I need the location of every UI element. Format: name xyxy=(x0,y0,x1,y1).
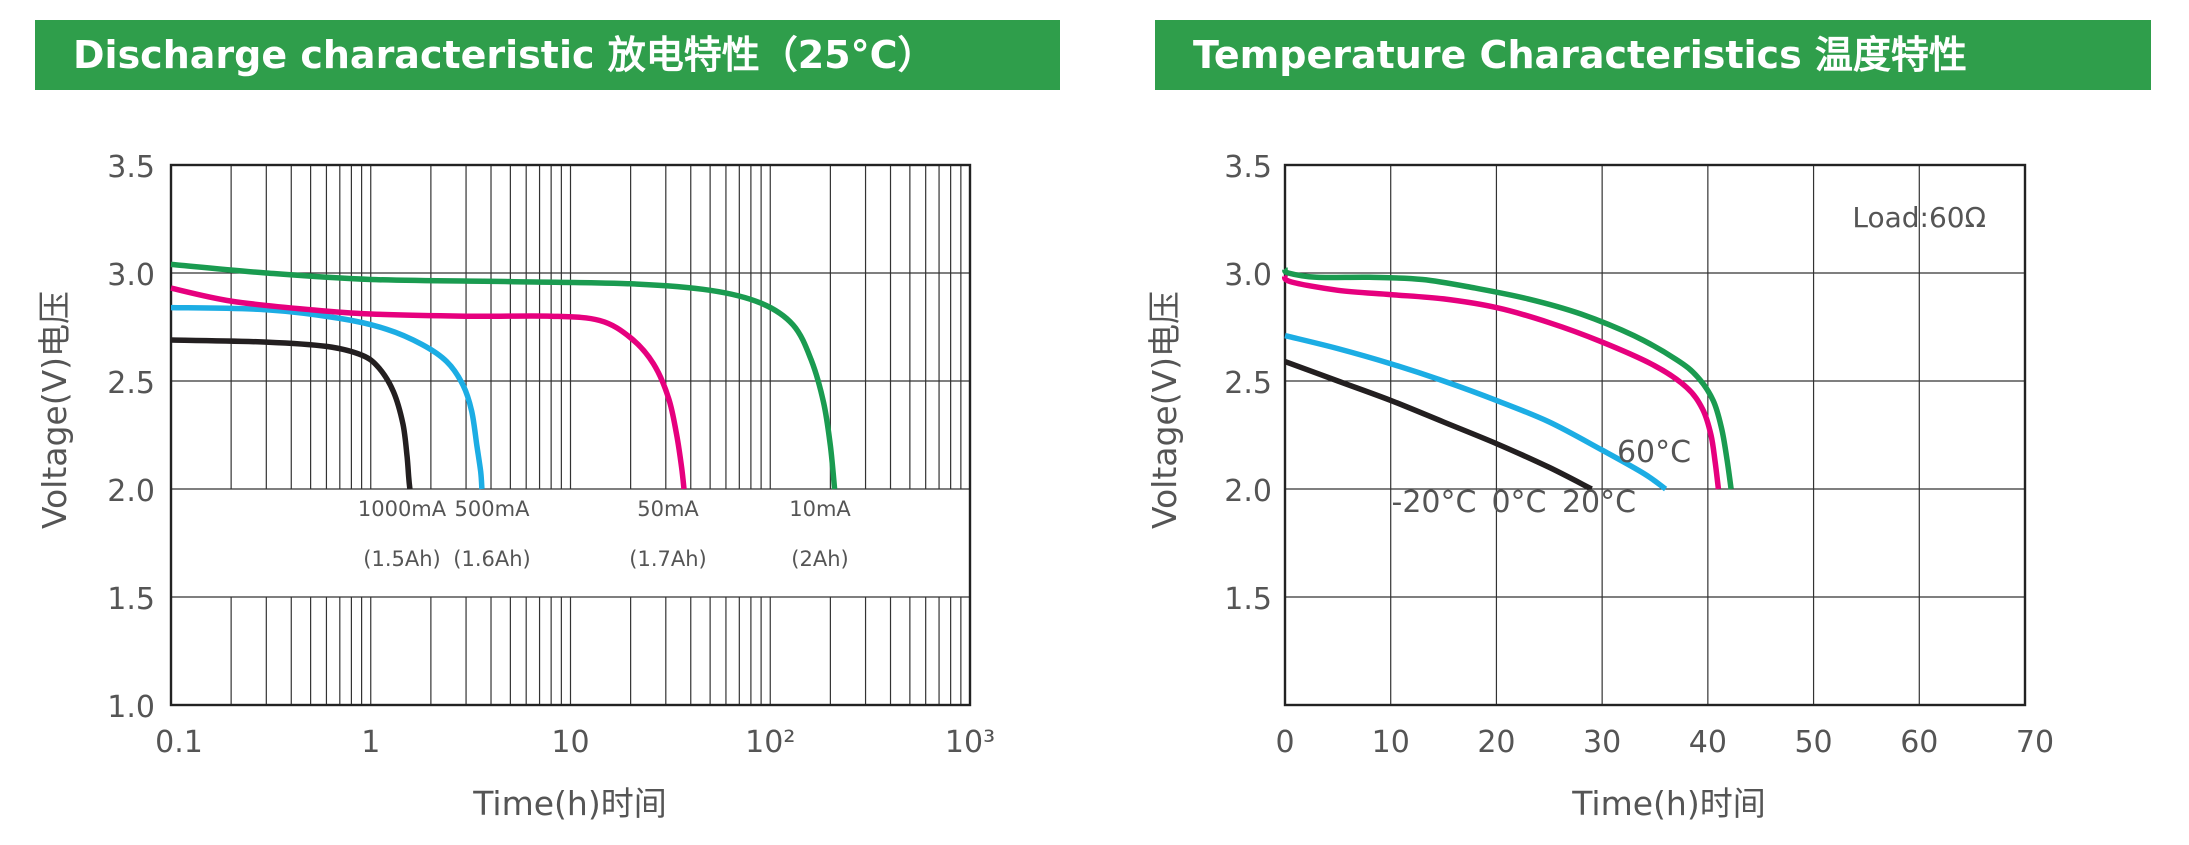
x-tick-label: 30 xyxy=(1583,725,1621,760)
plot-frame xyxy=(1283,163,2027,707)
y-tick-label: 2.5 xyxy=(1224,366,1272,401)
x-tick-label: 10³ xyxy=(945,725,995,760)
y-tick-label: 3.5 xyxy=(107,150,155,185)
discharge-panel: Discharge characteristic 放电特性（25°C） 1.0 1… xyxy=(0,0,1094,845)
series-line-10ma xyxy=(170,261,838,490)
temperature-chart: 1.5 2.0 2.5 3.0 3.5 0 10 20 30 40 50 60 70 Time(h)时间 V… xyxy=(1145,150,2054,823)
series-label: 60°C xyxy=(1617,435,1691,470)
series-label: 1000mA xyxy=(358,497,447,521)
series-line-3 xyxy=(1282,267,1734,490)
y-tick-label: 2.0 xyxy=(107,474,155,509)
series-capacity-label: (2Ah) xyxy=(791,547,848,571)
series-label: 10mA xyxy=(789,497,851,521)
series-label: 20°C xyxy=(1562,485,1636,520)
y-tick-label: 3.0 xyxy=(1224,258,1272,293)
x-tick-label: 60 xyxy=(1900,725,1938,760)
series-capacity-label: (1.7Ah) xyxy=(629,547,706,571)
y-axis-title: Voltage(V)电压 xyxy=(35,291,74,529)
y-tick-label: 2.5 xyxy=(107,366,155,401)
x-axis-title: Time(h)时间 xyxy=(472,784,666,823)
series-line-0 xyxy=(1284,359,1593,492)
x-tick-label: 10 xyxy=(1372,725,1410,760)
temperature-panel: Temperature Characteristics 温度特性 1.5 2.0 2… xyxy=(1094,0,2189,845)
discharge-chart: 1.0 1.5 2.0 2.5 3.0 3.5 0.1 1 10 10² 10³ Time(h)时间 V… xyxy=(35,150,995,823)
x-tick-label: 1 xyxy=(361,725,380,760)
series-label: 500mA xyxy=(455,497,531,521)
series-line-500ma xyxy=(170,304,485,490)
y-axis-title: Voltage(V)电压 xyxy=(1145,291,1184,529)
series-line-2 xyxy=(1281,273,1722,490)
x-tick-label: 0 xyxy=(1275,725,1294,760)
temperature-title-banner: Temperature Characteristics 温度特性 xyxy=(1155,20,2151,90)
discharge-title-banner: Discharge characteristic 放电特性（25°C） xyxy=(35,20,1060,90)
x-tick-label: 10² xyxy=(745,725,795,760)
series-label: -20°C xyxy=(1392,485,1477,520)
x-tick-label: 20 xyxy=(1477,725,1515,760)
load-annotation: Load:60Ω xyxy=(1852,201,1986,234)
series-capacity-label: (1.6Ah) xyxy=(453,547,530,571)
y-tick-label: 1.0 xyxy=(107,690,155,725)
series-line-50ma xyxy=(170,285,687,490)
series-line-1 xyxy=(1284,332,1668,492)
y-tick-label: 3.5 xyxy=(1224,150,1272,185)
y-tick-label: 1.5 xyxy=(1224,582,1272,617)
x-tick-label: 40 xyxy=(1689,725,1727,760)
x-tick-label: 10 xyxy=(551,725,589,760)
series-capacity-label: (1.5Ah) xyxy=(363,547,440,571)
y-tick-label: 3.0 xyxy=(107,258,155,293)
x-axis-title: Time(h)时间 xyxy=(1571,784,1765,823)
x-tick-label: 70 xyxy=(2016,725,2054,760)
plot-frame xyxy=(169,163,972,707)
x-tick-label: 50 xyxy=(1794,725,1832,760)
series-line-1000ma xyxy=(170,337,413,490)
y-tick-label: 1.5 xyxy=(107,582,155,617)
series-label: 0°C xyxy=(1491,485,1546,520)
x-tick-label: 0.1 xyxy=(155,725,203,760)
series-label: 50mA xyxy=(637,497,699,521)
y-tick-label: 2.0 xyxy=(1224,474,1272,509)
